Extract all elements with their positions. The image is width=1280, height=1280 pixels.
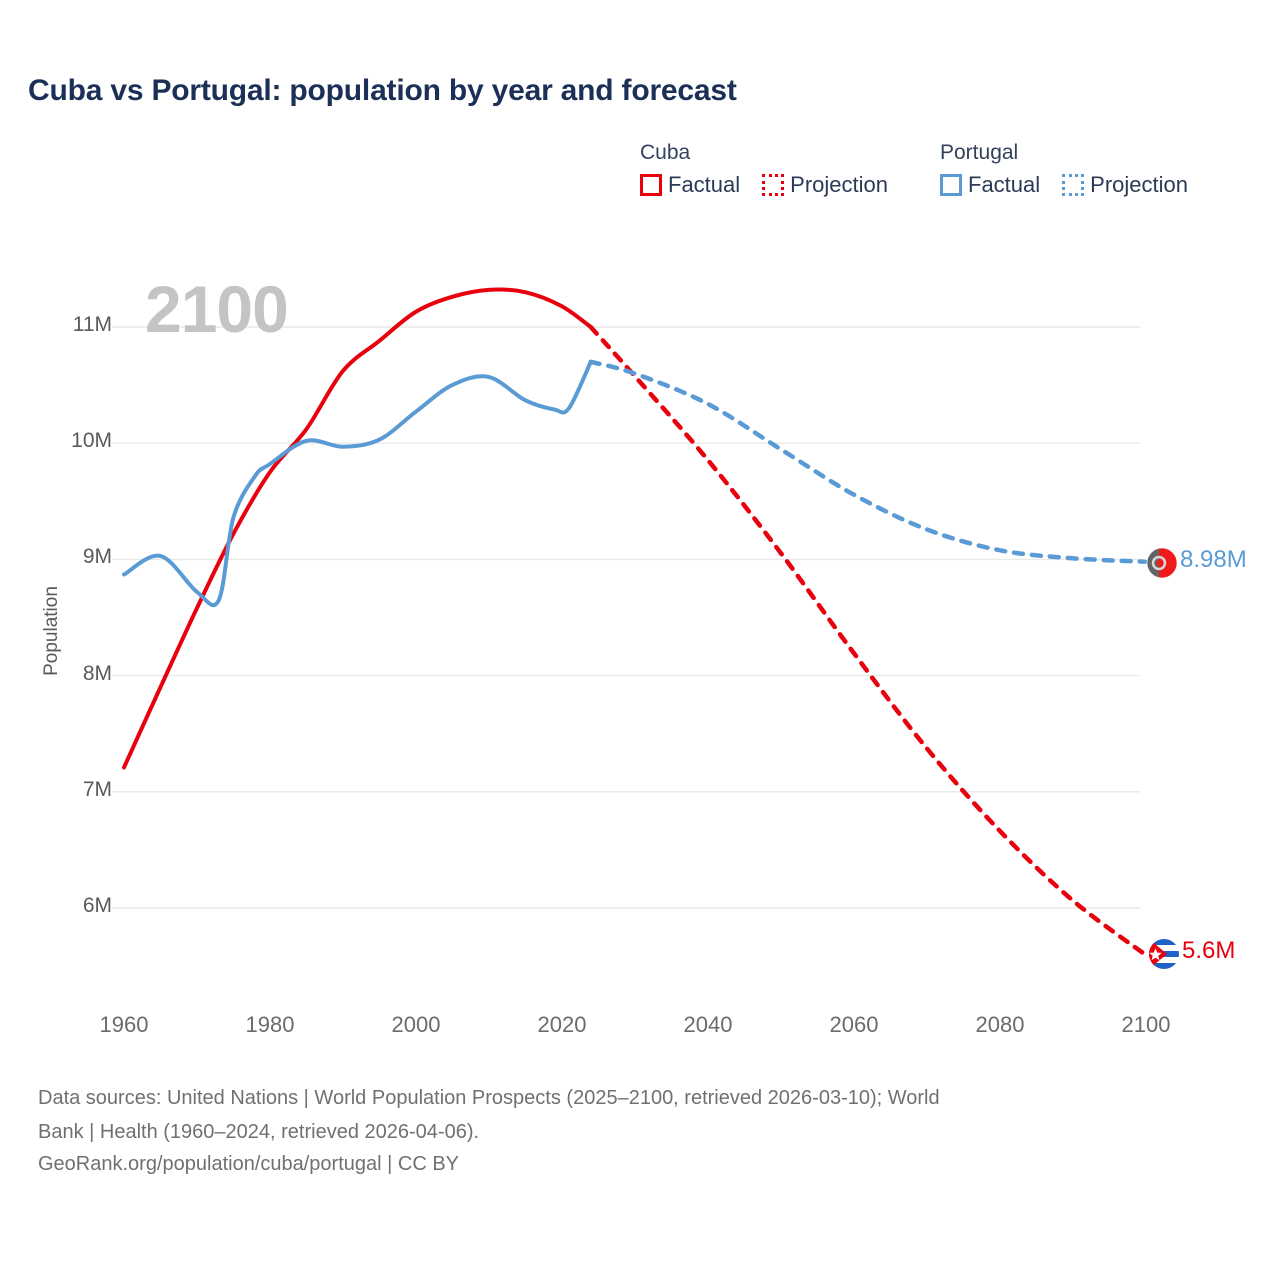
- series-lines: [122, 287, 1148, 957]
- legend-label-portugal-factual: Factual: [968, 172, 1041, 197]
- chart-legend: Cuba Factual Projection Portugal Factual: [640, 142, 1188, 198]
- x-tick-label: 2000: [391, 1012, 441, 1037]
- legend-item-portugal-factual[interactable]: Factual: [940, 172, 1040, 198]
- legend-group-title-cuba: Cuba: [640, 141, 691, 164]
- legend-label-cuba-projection: Projection: [790, 172, 888, 197]
- x-tick-label: 2100: [1121, 1012, 1171, 1037]
- legend-swatch-dotted-icon: [1062, 174, 1085, 196]
- legend-row-portugal: Factual Projection: [940, 172, 1188, 198]
- legend-item-cuba-factual[interactable]: Factual: [640, 172, 740, 198]
- legend-swatch-solid-icon: [640, 174, 662, 196]
- y-tick-label: 10M: [71, 429, 112, 452]
- x-tick-label: 2020: [537, 1012, 587, 1037]
- portugal-endpoint-label: 8.98M: [1180, 546, 1247, 573]
- legend-row-cuba: Factual Projection: [640, 172, 888, 198]
- cuba-flag-icon: [1149, 939, 1179, 969]
- series-line-cuba-projection: [588, 324, 1148, 957]
- series-line-cuba-factual: [122, 287, 593, 770]
- footer-line-1: Data sources: United Nations | World Pop…: [38, 1087, 940, 1109]
- x-tick-label: 1980: [245, 1012, 295, 1037]
- x-tick-label: 1960: [99, 1012, 149, 1037]
- legend-group-cuba: Cuba Factual Projection: [640, 142, 888, 198]
- y-tick-label: 7M: [82, 778, 112, 801]
- gridlines: [112, 326, 1140, 909]
- x-tick-label: 2040: [683, 1012, 733, 1037]
- series-line-portugal-projection: [588, 359, 1148, 564]
- series-line-portugal-factual: [122, 359, 593, 608]
- legend-item-portugal-projection[interactable]: Projection: [1062, 172, 1188, 198]
- x-tick-label: 2060: [829, 1012, 879, 1037]
- legend-label-portugal-projection: Projection: [1090, 172, 1188, 197]
- legend-group-portugal: Portugal Factual Projection: [940, 142, 1188, 198]
- legend-group-title-portugal: Portugal: [940, 141, 1019, 164]
- legend-label-cuba-factual: Factual: [668, 172, 741, 197]
- portugal-flag-icon: [1146, 547, 1178, 579]
- page-title: Cuba vs Portugal: population by year and…: [28, 74, 737, 107]
- legend-swatch-solid-icon: [940, 174, 962, 196]
- footer-sources: Data sources: United Nations | World Pop…: [38, 1082, 1253, 1180]
- y-tick-label: 11M: [72, 313, 112, 336]
- legend-item-cuba-projection[interactable]: Projection: [762, 172, 888, 198]
- cuba-endpoint-label: 5.6M: [1182, 937, 1236, 964]
- footer-line-3: GeoRank.org/population/cuba/portugal | C…: [38, 1153, 460, 1175]
- year-watermark: 2100: [145, 272, 289, 346]
- y-tick-label: 9M: [82, 545, 112, 568]
- x-tick-label: 2080: [975, 1012, 1025, 1037]
- legend-swatch-dotted-icon: [762, 174, 785, 196]
- y-tick-label: 6M: [82, 894, 112, 917]
- y-tick-label: 8M: [82, 662, 112, 685]
- footer-line-2: Bank | Health (1960–2024, retrieved 2026…: [38, 1121, 480, 1143]
